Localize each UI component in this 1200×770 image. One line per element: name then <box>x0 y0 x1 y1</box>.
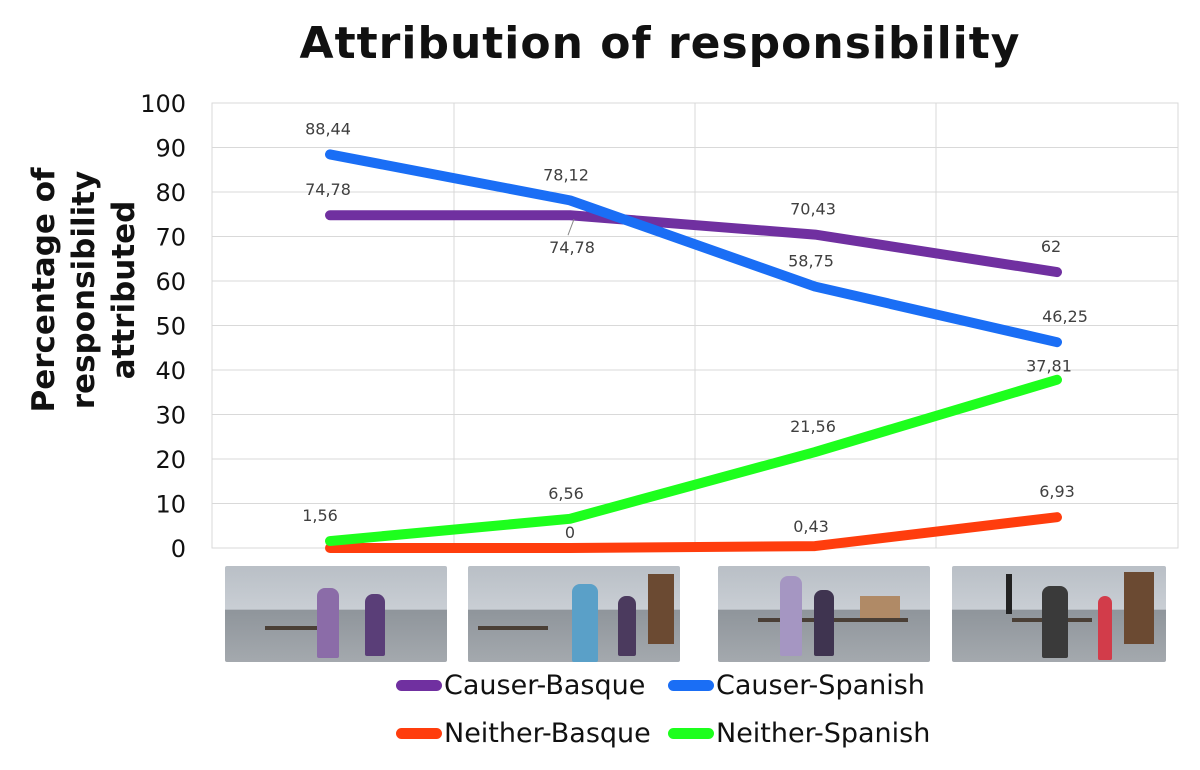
data-label: 74,78 <box>549 238 595 257</box>
legend-swatch-neither-basque <box>396 728 442 739</box>
data-label: 6,56 <box>548 484 584 503</box>
legend-label-neither-spanish: Neither-Spanish <box>716 718 931 749</box>
y-tick-label: 30 <box>155 402 186 430</box>
data-label: 1,56 <box>302 506 338 525</box>
series-line-causer-spanish <box>325 149 1062 348</box>
y-tick-label: 40 <box>155 357 186 385</box>
data-label: 46,25 <box>1042 307 1088 326</box>
scene-2-photo <box>468 566 680 662</box>
legend-item-neither-spanish: Neither-Spanish <box>668 718 930 749</box>
legend-item-neither-basque: Neither-Basque <box>396 718 651 749</box>
legend-label-neither-basque: Neither-Basque <box>444 718 651 749</box>
y-tick-label: 80 <box>155 179 186 207</box>
legend-item-causer-basque: Causer-Basque <box>396 670 645 701</box>
y-tick-label: 50 <box>155 313 186 341</box>
data-label: 21,56 <box>790 417 836 436</box>
y-tick-label: 60 <box>155 268 186 296</box>
legend-swatch-causer-basque <box>396 680 442 691</box>
data-label: 74,78 <box>305 180 351 199</box>
y-tick-label: 100 <box>140 90 186 118</box>
data-label-leader <box>567 219 575 236</box>
series-line-causer-basque <box>325 210 1062 278</box>
data-label: 70,43 <box>790 200 836 219</box>
data-label: 58,75 <box>788 252 834 271</box>
data-label: 88,44 <box>305 119 351 138</box>
y-tick-label: 0 <box>171 535 186 560</box>
y-tick-label: 70 <box>155 224 186 252</box>
y-tick-label: 10 <box>155 491 186 519</box>
data-label: 37,81 <box>1026 357 1072 376</box>
y-tick-label: 20 <box>155 446 186 474</box>
y-tick-label: 90 <box>155 135 186 163</box>
scene-4-photo <box>952 566 1166 662</box>
data-label: 6,93 <box>1039 482 1075 501</box>
legend-swatch-causer-spanish <box>668 680 714 691</box>
data-label: 62 <box>1041 237 1061 256</box>
legend-item-causer-spanish: Causer-Spanish <box>668 670 925 701</box>
data-label: 0 <box>565 523 575 542</box>
scene-1-photo <box>225 566 447 662</box>
series-line-neither-basque <box>325 512 1062 553</box>
legend-label-causer-basque: Causer-Basque <box>444 670 646 701</box>
legend-swatch-neither-spanish <box>668 728 714 739</box>
scene-3-photo <box>718 566 930 662</box>
data-label: 0,43 <box>793 517 829 536</box>
line-chart: 0 10 20 30 40 50 60 70 80 90 100 74,78 74,78 70,43 62 8… <box>140 90 1179 560</box>
chart-title: Attribution of responsibility <box>299 18 1021 69</box>
legend-label-causer-spanish: Causer-Spanish <box>716 670 925 701</box>
data-label: 78,12 <box>543 165 589 184</box>
series-line-neither-spanish <box>325 374 1062 547</box>
